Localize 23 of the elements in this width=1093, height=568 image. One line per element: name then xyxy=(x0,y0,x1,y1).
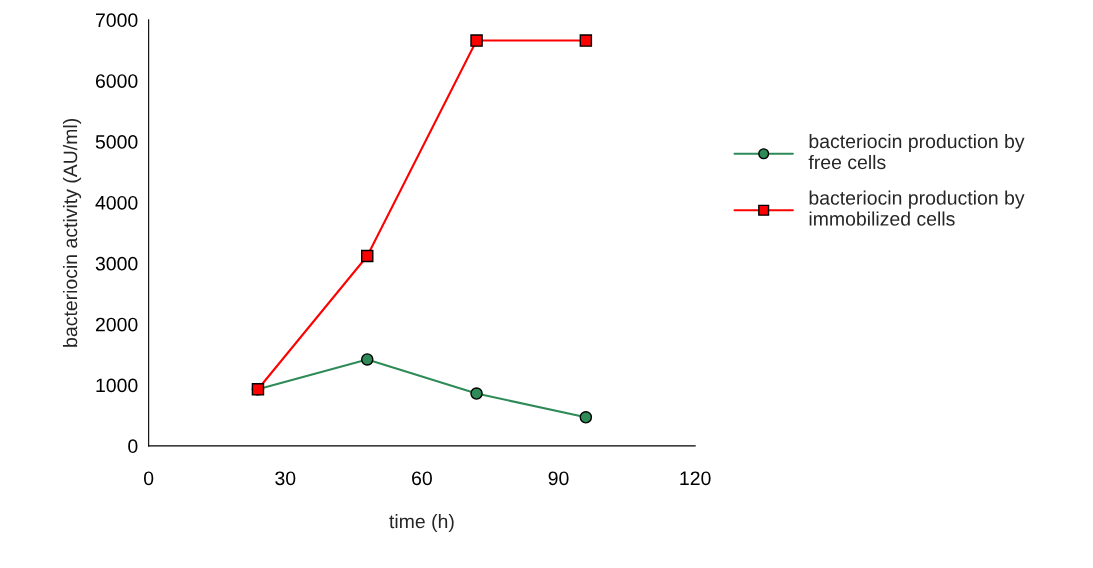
point xyxy=(579,411,593,424)
legend-label: bacteriocin production by free cells xyxy=(808,133,1025,170)
point xyxy=(360,249,374,263)
x-tick-label: 60 xyxy=(412,471,432,486)
y-tick-label: 5000 xyxy=(95,135,138,149)
y-tick-label: 4000 xyxy=(95,195,138,210)
point xyxy=(470,387,483,400)
y-tick-label: 1000 xyxy=(96,378,138,393)
y-tick-label: 6000 xyxy=(95,74,138,88)
y-axis-title: bacteriocin activity (AU/ml) xyxy=(62,119,82,347)
point xyxy=(470,34,483,47)
y-tick-label: 7000 xyxy=(95,13,138,28)
legend-label: bacteriocin production by immobilized cells xyxy=(809,190,1025,226)
x-tick-label: 90 xyxy=(548,471,569,486)
y-tick-label: 3000 xyxy=(95,256,138,271)
x-axis-title: time (h) xyxy=(389,514,454,533)
point xyxy=(360,353,374,366)
x-tick-label: 0 xyxy=(144,471,154,486)
x-tick-label: 120 xyxy=(680,471,711,486)
point xyxy=(579,34,593,47)
y-tick-label: 2000 xyxy=(95,317,138,332)
y-tick-label: 0 xyxy=(128,439,138,454)
x-tick-label: 30 xyxy=(275,471,296,486)
